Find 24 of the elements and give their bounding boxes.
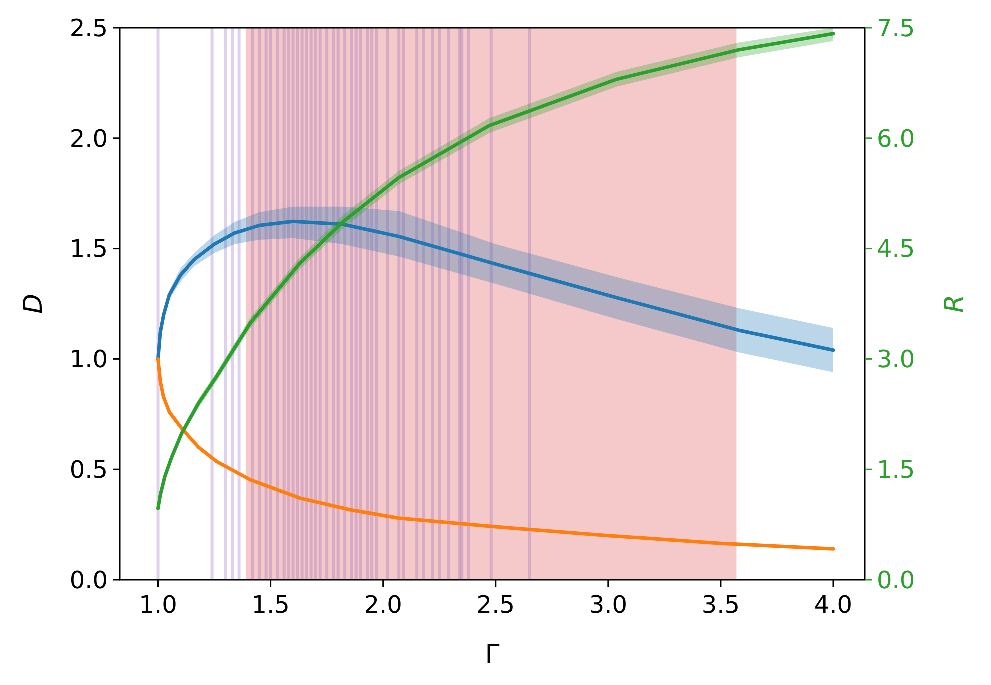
x-tick-label: 3.0 bbox=[589, 591, 628, 619]
x-tick-label: 4.0 bbox=[814, 591, 853, 619]
y-tick-label: 0.5 bbox=[70, 456, 108, 484]
y2-tick-label: 0.0 bbox=[877, 566, 916, 594]
x-tick-label: 2.5 bbox=[476, 591, 515, 619]
y2-tick-label: 3.0 bbox=[877, 346, 916, 374]
y2-tick-label: 1.5 bbox=[877, 456, 916, 484]
x-tick-label: 3.5 bbox=[702, 591, 740, 619]
x-tick-label: 1.5 bbox=[252, 591, 290, 619]
y-tick-label: 2.0 bbox=[70, 124, 108, 153]
y2-tick-label: 7.5 bbox=[877, 14, 916, 42]
x-axis-title: Γ bbox=[485, 640, 500, 670]
y2-tick-label: 6.0 bbox=[877, 124, 916, 153]
y-tick-label: 0.0 bbox=[70, 566, 108, 594]
y-tick-label: 1.0 bbox=[70, 346, 108, 374]
y-tick-label: 2.5 bbox=[70, 14, 108, 42]
x-tick-label: 1.0 bbox=[139, 591, 178, 619]
y-tick-label: 1.5 bbox=[70, 235, 108, 264]
line-series bbox=[156, 357, 836, 551]
y2-tick-label: 4.5 bbox=[877, 235, 916, 264]
y-axis-title: D bbox=[19, 294, 49, 314]
x-tick-label: 2.0 bbox=[364, 591, 402, 619]
line-series bbox=[156, 220, 836, 361]
y2-axis-title: R bbox=[940, 294, 970, 314]
